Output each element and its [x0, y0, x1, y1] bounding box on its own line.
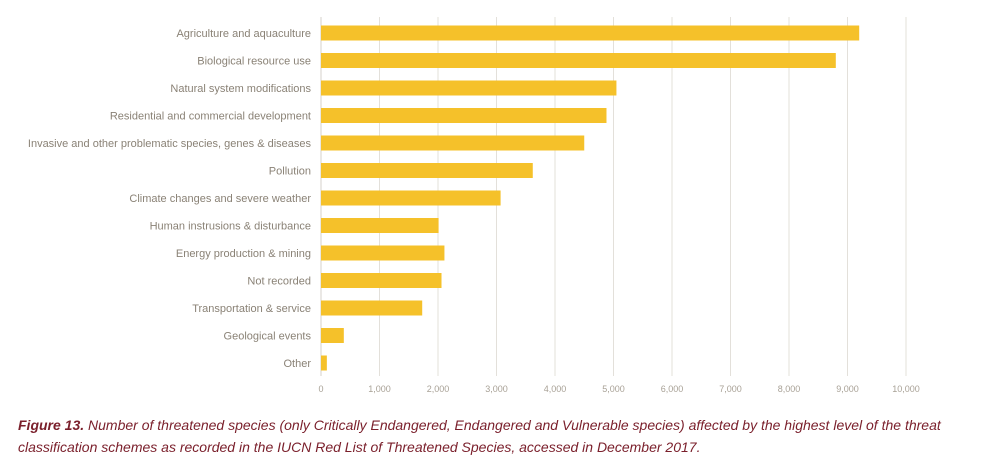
- bar: [321, 80, 617, 96]
- category-labels: Agriculture and aquaculture Biological re…: [28, 28, 312, 370]
- bar: [321, 300, 423, 316]
- category-label: Other: [283, 358, 311, 370]
- bar: [321, 163, 533, 178]
- x-tick-label: 8,000: [778, 384, 801, 394]
- bar: [321, 328, 344, 343]
- bar: [321, 25, 860, 41]
- caption-text: Number of threatened species (only Criti…: [18, 417, 941, 455]
- x-tick-label: 3,000: [485, 384, 508, 394]
- category-label: Transportation & service: [192, 303, 311, 315]
- category-label: Energy production & mining: [176, 248, 311, 260]
- category-label: Agriculture and aquaculture: [176, 28, 311, 40]
- x-tick-label: 6,000: [661, 384, 684, 394]
- bar: [321, 190, 501, 206]
- bars: [321, 25, 860, 371]
- x-tick-label: 9,000: [836, 384, 859, 394]
- gridlines: [320, 17, 907, 376]
- category-label: Climate changes and severe weather: [129, 193, 311, 205]
- x-tick-labels: 0 1,000 2,000 3,000 4,000 5,000 6,000 7,000 8,00…: [318, 384, 919, 394]
- x-tick-label: 4,000: [544, 384, 567, 394]
- category-label: Invasive and other problematic species, …: [28, 138, 312, 150]
- x-tick-label: 2,000: [427, 384, 450, 394]
- bar: [321, 135, 585, 151]
- bar: [321, 245, 445, 261]
- bar: [321, 355, 327, 371]
- x-tick-label: 1,000: [368, 384, 391, 394]
- bar: [321, 53, 836, 68]
- x-tick-label: 5,000: [602, 384, 625, 394]
- category-label: Natural system modifications: [170, 83, 311, 95]
- x-tick-label: 0: [318, 384, 323, 394]
- category-label: Biological resource use: [197, 56, 311, 68]
- category-label: Human instrusions & disturbance: [150, 221, 311, 233]
- bar: [321, 108, 607, 123]
- x-tick-label: 7,000: [719, 384, 742, 394]
- category-label: Residential and commercial development: [110, 111, 311, 123]
- category-label: Pollution: [269, 166, 311, 178]
- category-label: Not recorded: [247, 276, 311, 288]
- figure-caption: Figure 13. Number of threatened species …: [18, 414, 958, 458]
- figure-label: Figure 13.: [18, 417, 85, 433]
- bar: [321, 218, 439, 233]
- bar: [321, 273, 442, 288]
- threat-bar-chart: Agriculture and aquaculture Biological re…: [28, 17, 920, 394]
- x-tick-label: 10,000: [892, 384, 920, 394]
- category-label: Geological events: [224, 331, 312, 343]
